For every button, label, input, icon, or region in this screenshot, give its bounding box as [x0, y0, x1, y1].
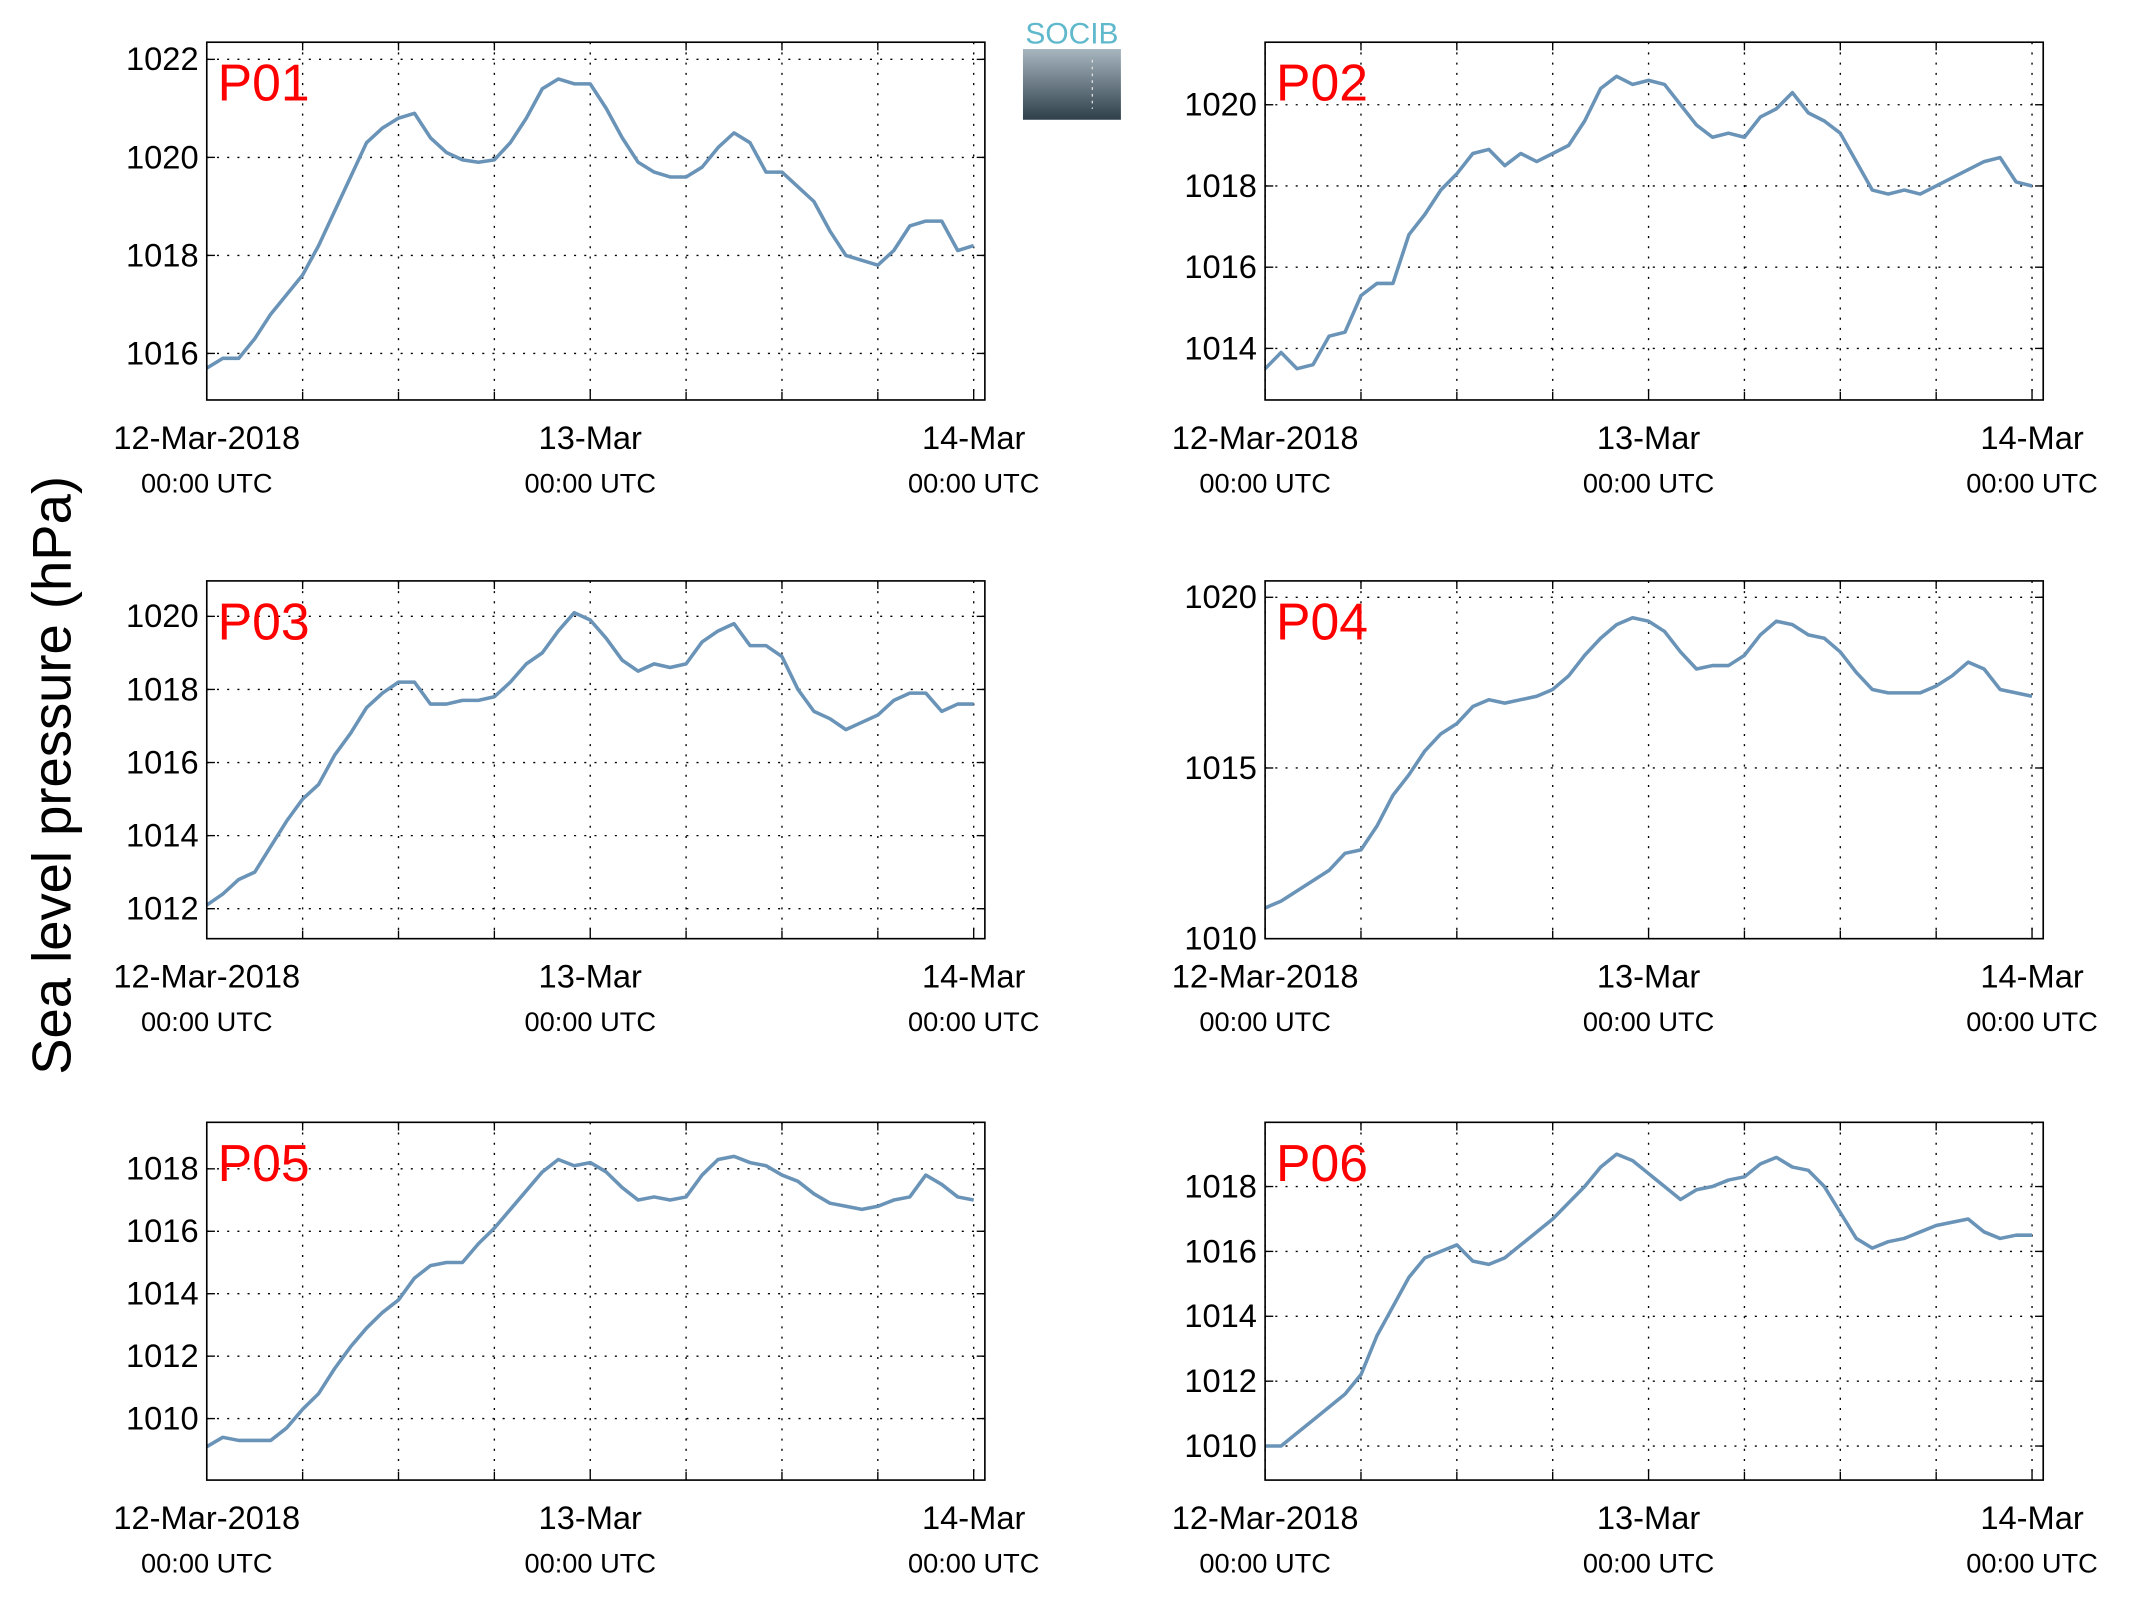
y-tick-label: 1012 [1184, 1362, 1257, 1399]
x-tick-sublabel: 00:00 UTC [524, 467, 655, 498]
panel-title: P02 [1276, 54, 1368, 112]
axes-frame [205, 580, 986, 940]
logo-text: SOCIB [1025, 18, 1118, 51]
y-tick-label: 1014 [126, 817, 199, 854]
plot-area [1265, 42, 2044, 400]
plot-area [206, 1122, 985, 1481]
x-tick-label: 12-Mar-2018 [113, 958, 300, 995]
data-line [205, 77, 975, 370]
y-tick-label: 1015 [1184, 749, 1257, 786]
y-tick-label: 1016 [126, 1212, 199, 1249]
x-tick-label: 14-Mar [922, 958, 1025, 995]
y-tick-label: 1012 [126, 1337, 199, 1374]
x-tick-sublabel: 00:00 UTC [908, 1548, 1039, 1579]
y-tick-label: 1014 [126, 1275, 199, 1312]
panel-title: P03 [218, 592, 310, 650]
subplot: 1012 1014 1016 1018 1020 12-Mar-2018 00:00 UTC… [113, 580, 1039, 1037]
y-tick-label: 1014 [1184, 329, 1257, 366]
x-tick-sublabel: 00:00 UTC [1583, 1548, 1714, 1579]
x-tick-label: 12-Mar-2018 [1172, 419, 1359, 456]
data-line [205, 1154, 975, 1449]
x-tick-sublabel: 00:00 UTC [908, 1006, 1039, 1037]
panel-title: P05 [218, 1134, 310, 1192]
x-tick-sublabel: 00:00 UTC [1966, 1548, 2097, 1579]
x-tick-label: 14-Mar [1980, 958, 2083, 995]
y-tick-label: 1010 [126, 1399, 199, 1436]
logo-block [1022, 49, 1121, 120]
subplot: 1010 1012 1014 1016 1018 12-Mar-2018 00:00 UTC… [113, 1121, 1039, 1579]
y-tick-label: 1016 [1184, 248, 1257, 285]
x-tick-label: 14-Mar [922, 419, 1025, 456]
x-tick-sublabel: 00:00 UTC [141, 1006, 272, 1037]
plot-area [206, 42, 985, 400]
x-tick-label: 13-Mar [1597, 1499, 1700, 1536]
x-tick-sublabel: 00:00 UTC [1583, 1006, 1714, 1037]
y-tick-label: 1020 [1184, 578, 1257, 615]
y-tick-label: 1018 [1184, 1167, 1257, 1204]
y-tick-label: 1016 [126, 334, 199, 371]
x-tick-sublabel: 00:00 UTC [1199, 467, 1330, 498]
x-tick-label: 14-Mar [1980, 419, 2083, 456]
x-tick-label: 12-Mar-2018 [113, 419, 300, 456]
subplot: 1016 1018 1020 1022 12-Mar-2018 00:00 UTC 13-M… [113, 40, 1039, 498]
x-tick-sublabel: 00:00 UTC [908, 467, 1039, 498]
axes-frame [1264, 1121, 2045, 1481]
data-line [1263, 74, 2033, 371]
axes-frame [1264, 41, 2045, 401]
data-line [205, 610, 974, 907]
y-tick-label: 1010 [1184, 1427, 1257, 1464]
x-tick-label: 13-Mar [539, 419, 642, 456]
plot-area [1265, 580, 2044, 939]
x-tick-label: 13-Mar [1597, 958, 1700, 995]
y-tick-label: 1018 [1184, 167, 1257, 204]
x-tick-sublabel: 00:00 UTC [1966, 1006, 2097, 1037]
x-tick-sublabel: 00:00 UTC [141, 467, 272, 498]
x-tick-label: 14-Mar [922, 1499, 1025, 1536]
y-tick-label: 1018 [126, 236, 199, 273]
y-tick-label: 1010 [1184, 920, 1257, 957]
y-tick-label: 1020 [126, 597, 199, 634]
y-tick-label: 1016 [1184, 1232, 1257, 1269]
axes-frame [1264, 580, 2045, 940]
x-tick-sublabel: 00:00 UTC [1583, 467, 1714, 498]
subplot: 1014 1016 1018 1020 12-Mar-2018 00:00 UTC 13-M… [1172, 41, 2098, 498]
y-tick-label: 1014 [1184, 1297, 1257, 1334]
logo: SOCIB [1022, 18, 1121, 120]
plot-area [206, 580, 985, 939]
x-tick-sublabel: 00:00 UTC [1199, 1548, 1330, 1579]
y-tick-label: 1018 [126, 1150, 199, 1187]
panel-title: P04 [1276, 592, 1368, 650]
data-line [1264, 616, 2033, 910]
x-tick-label: 13-Mar [1597, 419, 1700, 456]
x-tick-sublabel: 00:00 UTC [524, 1548, 655, 1579]
x-tick-sublabel: 00:00 UTC [524, 1006, 655, 1037]
y-tick-label: 1020 [126, 138, 199, 175]
panel-title: P06 [1276, 1134, 1368, 1192]
panel-title: P01 [218, 54, 310, 112]
y-tick-label: 1012 [126, 890, 199, 927]
x-tick-sublabel: 00:00 UTC [1199, 1006, 1330, 1037]
x-tick-label: 12-Mar-2018 [113, 1499, 300, 1536]
x-tick-sublabel: 00:00 UTC [1966, 467, 2097, 498]
x-tick-sublabel: 00:00 UTC [141, 1548, 272, 1579]
y-tick-label: 1020 [1184, 86, 1257, 123]
x-tick-label: 12-Mar-2018 [1172, 1499, 1359, 1536]
subplot: 1010 1012 1014 1016 1018 12-Mar-2018 00:00 UTC… [1172, 1121, 2098, 1579]
axes-frame [205, 1121, 986, 1481]
y-tick-label: 1018 [126, 670, 199, 707]
x-tick-label: 12-Mar-2018 [1172, 958, 1359, 995]
x-tick-label: 14-Mar [1980, 1499, 2083, 1536]
x-tick-label: 13-Mar [539, 1499, 642, 1536]
x-tick-label: 13-Mar [539, 958, 642, 995]
y-axis-label: Sea level pressure (hPa) [22, 476, 83, 1075]
axes-frame [205, 41, 986, 401]
data-line [1265, 1152, 2033, 1448]
y-tick-label: 1016 [126, 743, 199, 780]
y-tick-label: 1022 [126, 40, 199, 77]
subplot: 1010 1015 1020 12-Mar-2018 00:00 UTC 13-Mar 00… [1172, 578, 2098, 1037]
